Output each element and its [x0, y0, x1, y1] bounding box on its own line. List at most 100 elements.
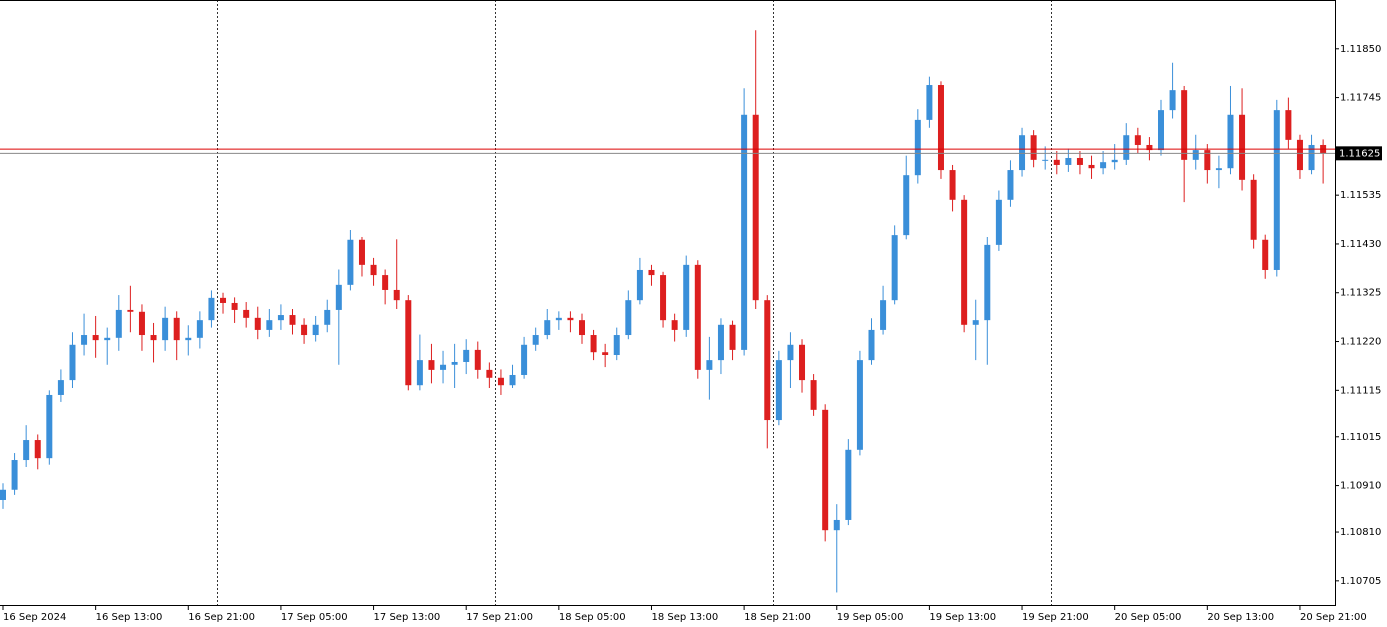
candle-body [787, 344, 794, 361]
candle-body [856, 360, 863, 450]
candle-body [822, 409, 829, 531]
candle-body [69, 344, 76, 381]
x-tick-label: 20 Sep 13:00 [1207, 612, 1274, 623]
candle-body [995, 199, 1002, 245]
candle-body [1204, 150, 1211, 171]
candle-body [937, 85, 944, 171]
candle-body [0, 489, 6, 500]
candle-body [926, 85, 933, 120]
candle-body [46, 394, 53, 459]
candle-body [613, 335, 620, 356]
candle-body [544, 320, 551, 336]
candle-body [1169, 90, 1176, 111]
candle-body [891, 235, 898, 301]
candle-body [324, 309, 331, 325]
candle-body [509, 374, 516, 386]
candle-body [1181, 90, 1188, 160]
candle-body [428, 360, 435, 370]
candle-body [497, 377, 504, 386]
candle-body [1239, 114, 1246, 180]
candle-body [567, 317, 574, 321]
candle-body [972, 320, 979, 325]
candle-body [1146, 144, 1153, 151]
candle-body [1007, 170, 1014, 200]
candle-body [648, 269, 655, 276]
candle-body [914, 119, 921, 176]
candle-body [1308, 144, 1315, 171]
y-tick-label: 1.11115 [1340, 385, 1381, 396]
candle-body [254, 317, 261, 330]
candle-body [1030, 135, 1037, 160]
candle-body [764, 300, 771, 421]
candle-body [162, 317, 169, 341]
candle-body [833, 519, 840, 531]
candle-body [11, 460, 18, 490]
candle-body [104, 337, 111, 341]
candle-body [602, 352, 609, 356]
candle-body [196, 320, 203, 338]
candle-body [1215, 168, 1222, 171]
candle-body [694, 264, 701, 370]
y-tick-label: 1.11535 [1340, 190, 1381, 201]
x-tick-label: 19 Sep 21:00 [1022, 612, 1089, 623]
candle-body [57, 380, 64, 395]
candle-body [1042, 159, 1049, 161]
y-tick-label: 1.11745 [1340, 93, 1381, 104]
candle-body [1250, 179, 1257, 240]
x-tick-label: 16 Sep 21:00 [188, 612, 255, 623]
x-tick-label: 16 Sep 2024 [3, 612, 66, 623]
candle-body [1158, 110, 1164, 151]
candle-body [961, 199, 968, 325]
x-tick-label: 17 Sep 13:00 [374, 612, 441, 623]
candle-body [243, 309, 250, 318]
candle-body [115, 309, 122, 338]
candle-body [1273, 110, 1280, 270]
candle-body [799, 344, 806, 381]
candle-body [173, 317, 180, 341]
candle-body [463, 349, 470, 362]
candle-body [486, 369, 493, 378]
candle-body [277, 315, 284, 321]
candle-body [474, 349, 481, 370]
x-tick-label: 17 Sep 05:00 [281, 612, 348, 623]
candle-body [1262, 239, 1269, 270]
y-tick-label: 1.11325 [1340, 288, 1381, 299]
candle-body [1019, 135, 1026, 171]
candle-body [358, 239, 365, 265]
x-tick-label: 16 Sep 13:00 [96, 612, 163, 623]
candle-body [532, 335, 539, 345]
candle-body [220, 297, 227, 303]
x-tick-label: 18 Sep 05:00 [559, 612, 626, 623]
y-tick-label: 1.10910 [1340, 481, 1381, 492]
candle-body [521, 344, 528, 375]
candle-body [683, 264, 690, 330]
x-tick-label: 18 Sep 13:00 [651, 612, 718, 623]
candle-body [416, 360, 423, 386]
candle-body [1134, 135, 1141, 145]
candle-body [405, 300, 412, 386]
candle-body [717, 324, 724, 361]
candle-body [1296, 139, 1303, 171]
candle-body [185, 337, 192, 341]
y-tick-label: 1.11220 [1340, 337, 1381, 348]
x-tick-label: 19 Sep 13:00 [929, 612, 996, 623]
candle-body [92, 335, 99, 341]
candle-body [555, 317, 562, 321]
candle-body [1053, 159, 1060, 165]
candle-body [289, 315, 296, 325]
candle-body [671, 320, 678, 330]
candle-body [1285, 110, 1292, 140]
candle-body [440, 364, 447, 370]
candle-body [312, 324, 319, 336]
candle-body [81, 335, 88, 345]
candle-body [150, 335, 157, 341]
candle-body [903, 175, 910, 236]
candle-body [127, 309, 134, 312]
x-tick-label: 19 Sep 05:00 [837, 612, 904, 623]
x-tick-label: 18 Sep 21:00 [744, 612, 811, 623]
candle-body [393, 289, 400, 301]
candle-body [382, 275, 389, 290]
candle-body [1123, 135, 1130, 160]
candle-body [34, 440, 41, 459]
